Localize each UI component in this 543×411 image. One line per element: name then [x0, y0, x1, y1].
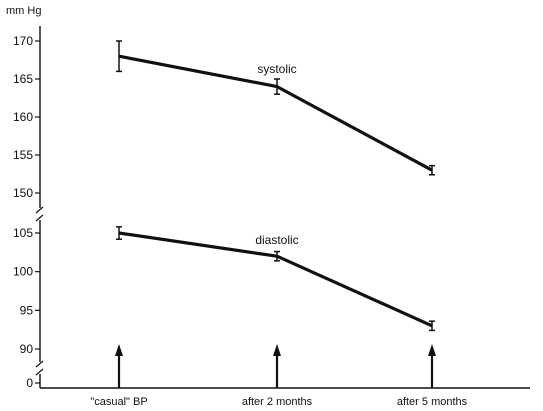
series-label-diastolic: diastolic [255, 233, 298, 247]
y-ticks: 150 155 160 165 170 90 95 100 105 0 [13, 34, 40, 390]
x-tick-labels: "casual" BP after 2 months after 5 months [90, 396, 467, 408]
y-tick-label: 150 [13, 186, 33, 200]
time-arrow-head [428, 344, 436, 356]
y-tick-label: 155 [13, 148, 33, 162]
axes [35, 26, 530, 389]
series-label-systolic: systolic [257, 62, 296, 76]
y-tick-label: 100 [13, 265, 33, 279]
y-tick-label: 0 [26, 376, 33, 390]
axis-break-mark [35, 214, 44, 222]
y-tick-label: 170 [13, 34, 33, 48]
y-tick-label: 160 [13, 110, 33, 124]
time-arrows [115, 344, 436, 388]
axis-break-mark [35, 206, 44, 214]
time-arrow-head [273, 344, 281, 356]
x-tick-label: "casual" BP [90, 396, 147, 408]
y-tick-label: 95 [20, 303, 34, 317]
y-axis-unit: mm Hg [6, 5, 41, 17]
axis-break-mark [35, 368, 44, 376]
y-tick-label: 105 [13, 226, 33, 240]
y-tick-label: 165 [13, 72, 33, 86]
y-tick-label: 90 [20, 342, 34, 356]
axis-break-mark [35, 360, 44, 368]
x-tick-label: after 5 months [397, 396, 468, 408]
series-lines: systolic diastolic [116, 40, 435, 332]
x-tick-label: after 2 months [242, 396, 313, 408]
time-arrow-head [115, 344, 123, 356]
